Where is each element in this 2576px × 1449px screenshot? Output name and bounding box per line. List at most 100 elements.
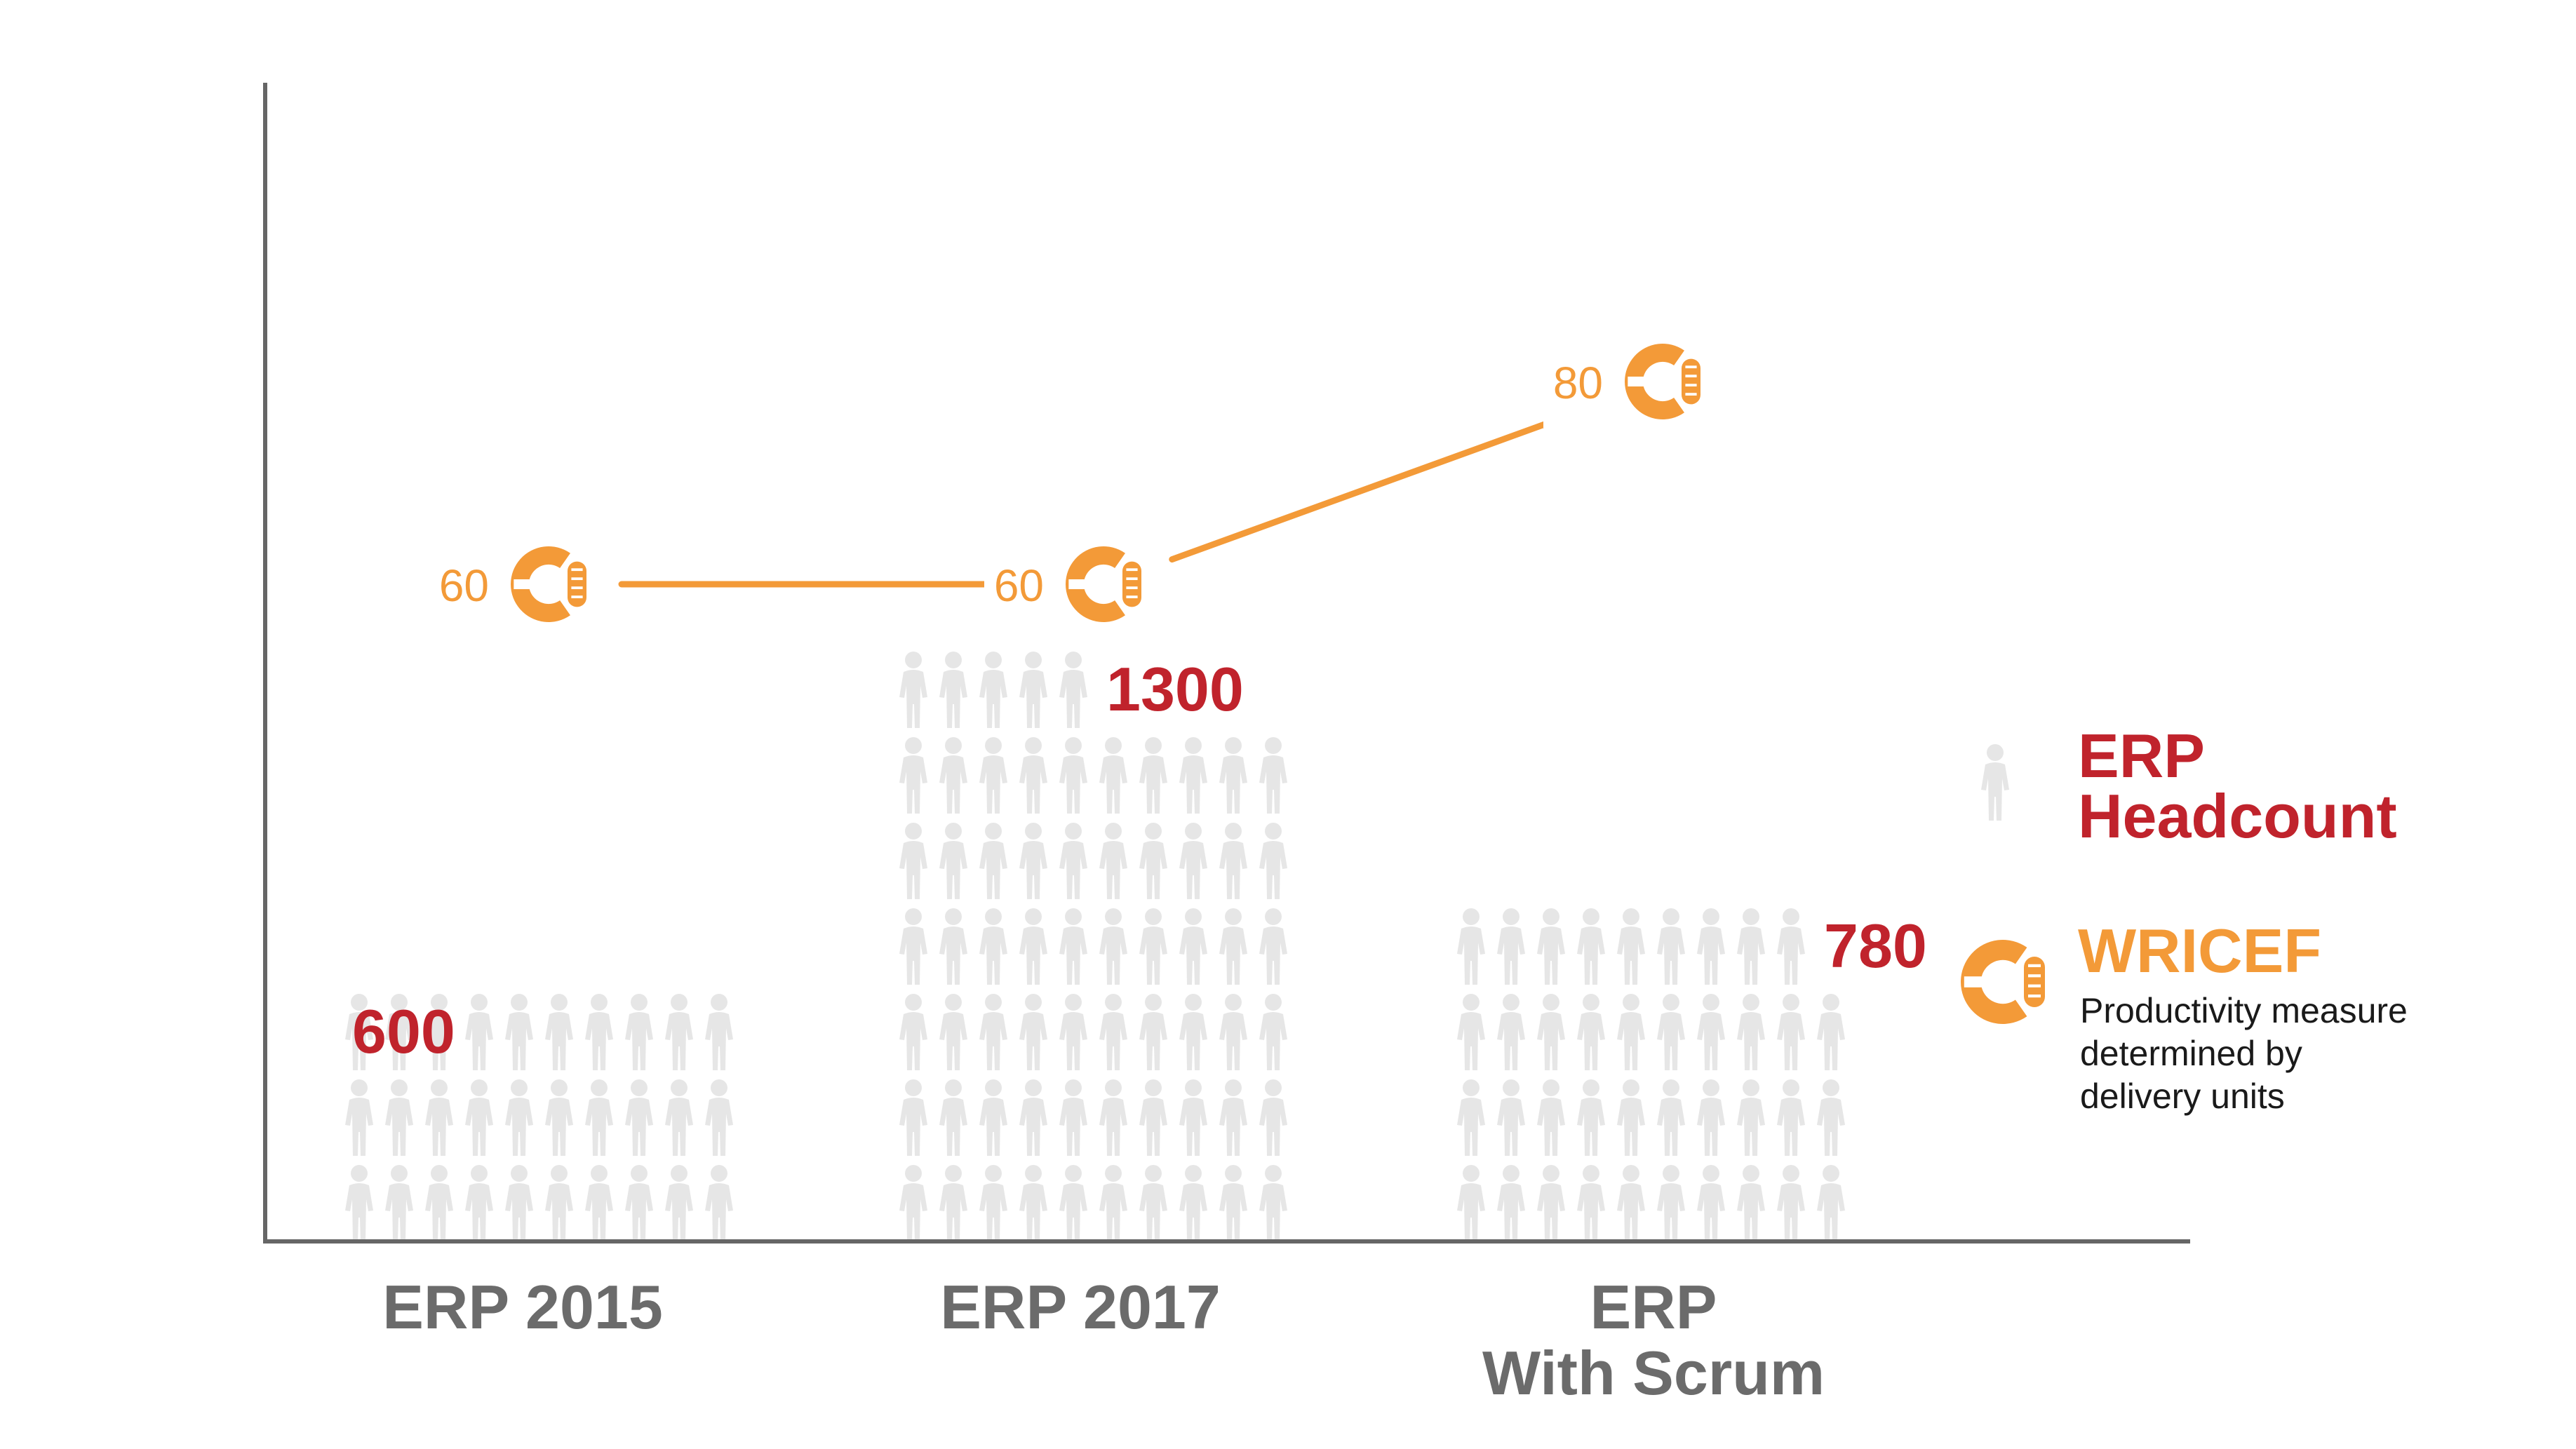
person-icon xyxy=(939,737,967,814)
person-icon xyxy=(1099,823,1127,899)
person-icon xyxy=(1059,1165,1087,1241)
person-icon xyxy=(1817,1079,1845,1156)
person-icon xyxy=(1537,1165,1565,1241)
person-icon xyxy=(1019,1079,1047,1156)
person-icon xyxy=(979,908,1007,985)
person-icon xyxy=(1737,1079,1765,1156)
person-icon xyxy=(1657,1165,1685,1241)
person-icon xyxy=(1497,994,1525,1070)
person-icon xyxy=(505,1165,533,1241)
person-icon xyxy=(939,1079,967,1156)
person-icon xyxy=(899,823,927,899)
person-icon xyxy=(1537,908,1565,985)
person-icon xyxy=(625,1079,653,1156)
wricef-value-label: 60 xyxy=(994,560,1044,611)
person-icon xyxy=(1099,1079,1127,1156)
person-icon xyxy=(899,1165,927,1241)
person-icon xyxy=(425,1165,453,1241)
person-icon xyxy=(1219,1165,1247,1241)
person-icon xyxy=(705,1165,733,1241)
person-icon xyxy=(1019,737,1047,814)
person-icon xyxy=(1617,994,1645,1070)
wricef-line-segment xyxy=(1169,407,1587,563)
headcount-value-label: 600 xyxy=(352,997,455,1066)
person-icon xyxy=(939,1165,967,1241)
person-icon xyxy=(1577,1165,1605,1241)
person-icon xyxy=(1617,908,1645,985)
headcount-value-label: 780 xyxy=(1824,911,1927,980)
wricef-series: 60 60 80 xyxy=(429,335,1719,631)
person-icon xyxy=(1497,1165,1525,1241)
person-icon xyxy=(979,737,1007,814)
person-icon xyxy=(1737,1165,1765,1241)
person-icon xyxy=(705,994,733,1070)
wricef-value-label: 60 xyxy=(439,560,489,611)
person-icon xyxy=(1259,823,1287,899)
person-icon xyxy=(1617,1079,1645,1156)
data-labels: 600 1300 780 ERP 2015 ERP 2017 ERP With Scrum xyxy=(352,654,1927,1408)
person-icon xyxy=(1777,908,1805,985)
person-icon xyxy=(979,1165,1007,1241)
person-icon xyxy=(1019,908,1047,985)
person-icon xyxy=(899,737,927,814)
person-icon xyxy=(1497,908,1525,985)
person-icon xyxy=(1179,994,1207,1070)
legend-title: ERP Headcount xyxy=(2078,721,2397,851)
person-icon xyxy=(545,1165,573,1241)
person-icon xyxy=(1457,1079,1485,1156)
person-icon xyxy=(939,994,967,1070)
person-icon xyxy=(345,1165,373,1241)
person-icon xyxy=(1457,908,1485,985)
person-icon xyxy=(625,1165,653,1241)
person-icon xyxy=(1099,908,1127,985)
person-icon xyxy=(505,1079,533,1156)
person-icon xyxy=(1179,1079,1207,1156)
person-icon xyxy=(545,994,573,1070)
person-icon xyxy=(1817,994,1845,1070)
person-icon xyxy=(979,1079,1007,1156)
wricef-icon xyxy=(1625,344,1700,419)
person-icon xyxy=(1617,1165,1645,1241)
person-icon xyxy=(385,1165,413,1241)
person-icon xyxy=(1259,737,1287,814)
person-icon xyxy=(1139,1165,1167,1241)
category-label: ERP 2017 xyxy=(940,1272,1221,1342)
person-icon xyxy=(705,1079,733,1156)
person-icon xyxy=(1259,994,1287,1070)
person-icon xyxy=(1219,737,1247,814)
legend-description: Productivity measure determined by deliver… xyxy=(2080,991,2408,1116)
person-icon xyxy=(385,1079,413,1156)
person-icon xyxy=(585,1079,613,1156)
person-icon xyxy=(1577,994,1605,1070)
person-icon xyxy=(1059,823,1087,899)
person-icon xyxy=(665,994,693,1070)
person-icon xyxy=(465,1165,493,1241)
person-icon xyxy=(1139,994,1167,1070)
person-icon xyxy=(979,652,1007,728)
person-icon xyxy=(1179,823,1207,899)
person-icon xyxy=(979,823,1007,899)
person-icon xyxy=(939,652,967,728)
person-icon xyxy=(1219,908,1247,985)
person-icon xyxy=(545,1079,573,1156)
wricef-icon xyxy=(1066,546,1141,622)
person-icon xyxy=(1019,994,1047,1070)
person-icon xyxy=(1059,652,1087,728)
person-icon xyxy=(1777,1079,1805,1156)
headcount-bar xyxy=(899,652,1287,1241)
person-icon xyxy=(1099,737,1127,814)
person-icon xyxy=(465,994,493,1070)
wricef-icon xyxy=(1961,940,2045,1024)
person-icon xyxy=(1179,908,1207,985)
person-icon xyxy=(1577,908,1605,985)
person-icon xyxy=(345,1079,373,1156)
person-icon xyxy=(939,823,967,899)
person-icon xyxy=(899,908,927,985)
person-icon xyxy=(625,994,653,1070)
person-icon xyxy=(899,994,927,1070)
person-icon xyxy=(1697,1165,1725,1241)
person-icon xyxy=(1099,1165,1127,1241)
person-icon xyxy=(899,1079,927,1156)
person-icon xyxy=(1657,1079,1685,1156)
